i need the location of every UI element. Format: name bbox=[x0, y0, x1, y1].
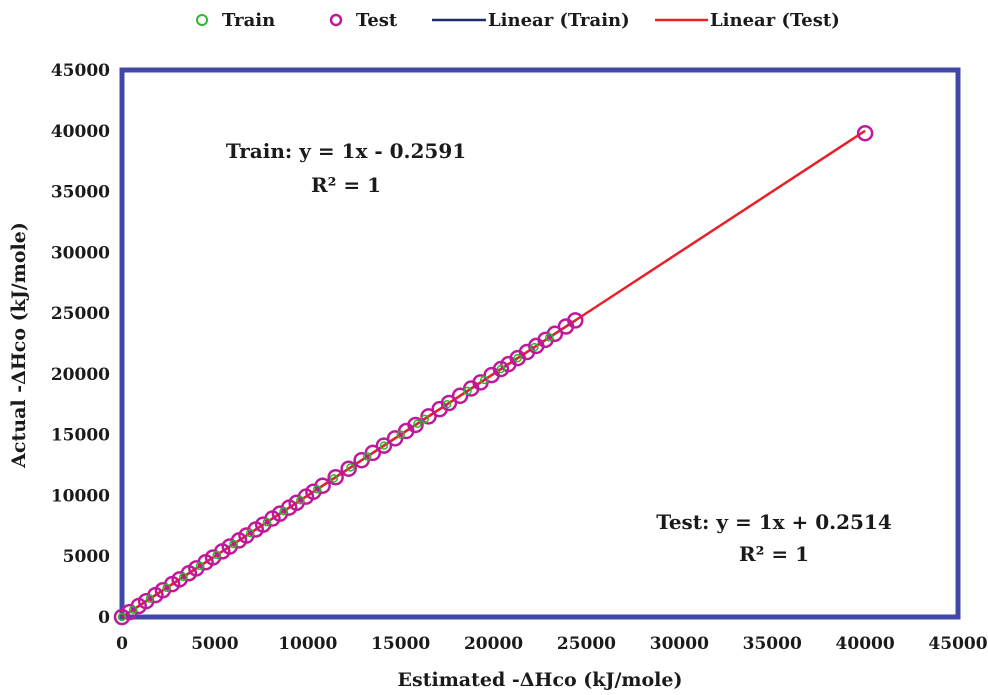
x-tick-label: 40000 bbox=[836, 634, 895, 654]
train-data-point bbox=[379, 441, 389, 450]
x-tick-label: 25000 bbox=[557, 634, 616, 654]
legend-label-linear-test: Linear (Test) bbox=[710, 10, 840, 31]
x-tick-label: 45000 bbox=[928, 634, 987, 654]
train-data-point bbox=[329, 474, 339, 483]
test-equation-label: Test: y = 1x + 0.2514 bbox=[656, 510, 892, 534]
train-data-point bbox=[480, 375, 489, 385]
train-data-point bbox=[179, 572, 188, 582]
x-tick-label: 0 bbox=[116, 634, 128, 654]
legend-item-linear-test: Linear (Test) bbox=[655, 10, 840, 31]
y-tick-label: 25000 bbox=[51, 304, 110, 324]
y-tick-label: 45000 bbox=[51, 61, 110, 81]
legend-marker-train bbox=[196, 14, 208, 26]
train-data-point bbox=[312, 485, 322, 494]
train-data-point bbox=[145, 594, 155, 604]
y-tick-label: 40000 bbox=[51, 122, 110, 142]
legend-item-test: Test bbox=[329, 10, 398, 31]
x-tick-label: 15000 bbox=[371, 634, 430, 654]
train-data-point bbox=[442, 400, 452, 409]
legend-label-train: Train bbox=[222, 10, 275, 31]
train-data-point bbox=[513, 353, 522, 363]
train-data-point bbox=[117, 612, 127, 622]
train-r-squared-label: R² = 1 bbox=[311, 173, 381, 197]
test-data-point bbox=[451, 387, 469, 405]
y-axis-ticks: 0 5000 10000 15000 20000 25000 30000 35000 40000… bbox=[51, 61, 110, 628]
train-data-point bbox=[545, 333, 554, 342]
x-axis-label: Estimated -ΔHco (kJ/mole) bbox=[398, 669, 683, 691]
legend-marker-test bbox=[329, 13, 343, 27]
train-equation-label: Train: y = 1x - 0.2591 bbox=[226, 139, 466, 163]
test-data-point bbox=[856, 124, 874, 142]
y-tick-label: 30000 bbox=[51, 243, 110, 263]
train-data-point bbox=[530, 342, 539, 352]
train-data-point bbox=[496, 364, 506, 374]
y-axis-label: Actual -ΔHco (kJ/mole) bbox=[8, 222, 30, 469]
data-points bbox=[113, 124, 874, 626]
y-tick-label: 5000 bbox=[63, 547, 110, 567]
test-data-point bbox=[440, 394, 458, 412]
test-data-point bbox=[340, 460, 357, 477]
y-tick-label: 20000 bbox=[51, 365, 110, 385]
x-tick-label: 30000 bbox=[650, 634, 709, 654]
y-tick-label: 10000 bbox=[51, 486, 110, 506]
x-tick-label: 10000 bbox=[278, 634, 337, 654]
train-data-point bbox=[279, 506, 288, 516]
legend: Train Test Linear (Train) Linear (Test) bbox=[196, 10, 840, 31]
train-data-point bbox=[162, 583, 171, 593]
test-data-point bbox=[327, 468, 344, 486]
train-data-point bbox=[245, 528, 255, 538]
y-tick-label: 35000 bbox=[51, 183, 110, 203]
train-data-point bbox=[463, 386, 472, 396]
test-data-point bbox=[407, 416, 424, 434]
legend-label-linear-train: Linear (Train) bbox=[488, 10, 630, 31]
test-data-point bbox=[375, 437, 393, 454]
y-tick-label: 0 bbox=[98, 608, 110, 628]
train-data-point bbox=[262, 517, 272, 527]
y-tick-label: 15000 bbox=[51, 426, 110, 446]
train-data-point bbox=[212, 550, 221, 560]
x-tick-label: 5000 bbox=[191, 634, 238, 654]
train-data-point bbox=[413, 419, 422, 428]
train-data-point bbox=[128, 605, 138, 614]
x-tick-label: 35000 bbox=[743, 634, 802, 654]
x-axis-ticks: 0 5000 10000 15000 20000 25000 30000 35000 40000… bbox=[116, 634, 988, 654]
legend-item-train: Train bbox=[196, 10, 275, 31]
train-data-point bbox=[296, 496, 305, 505]
legend-label-test: Test bbox=[356, 10, 398, 31]
train-data-point bbox=[229, 539, 238, 549]
train-data-point bbox=[346, 463, 355, 472]
train-data-point bbox=[396, 430, 405, 439]
legend-item-linear-train: Linear (Train) bbox=[432, 10, 630, 31]
train-data-point bbox=[195, 561, 205, 571]
test-data-point bbox=[567, 312, 584, 329]
train-data-point bbox=[362, 452, 372, 461]
train-data-point bbox=[420, 414, 430, 424]
x-tick-label: 20000 bbox=[464, 634, 523, 654]
test-r-squared-label: R² = 1 bbox=[739, 542, 809, 566]
